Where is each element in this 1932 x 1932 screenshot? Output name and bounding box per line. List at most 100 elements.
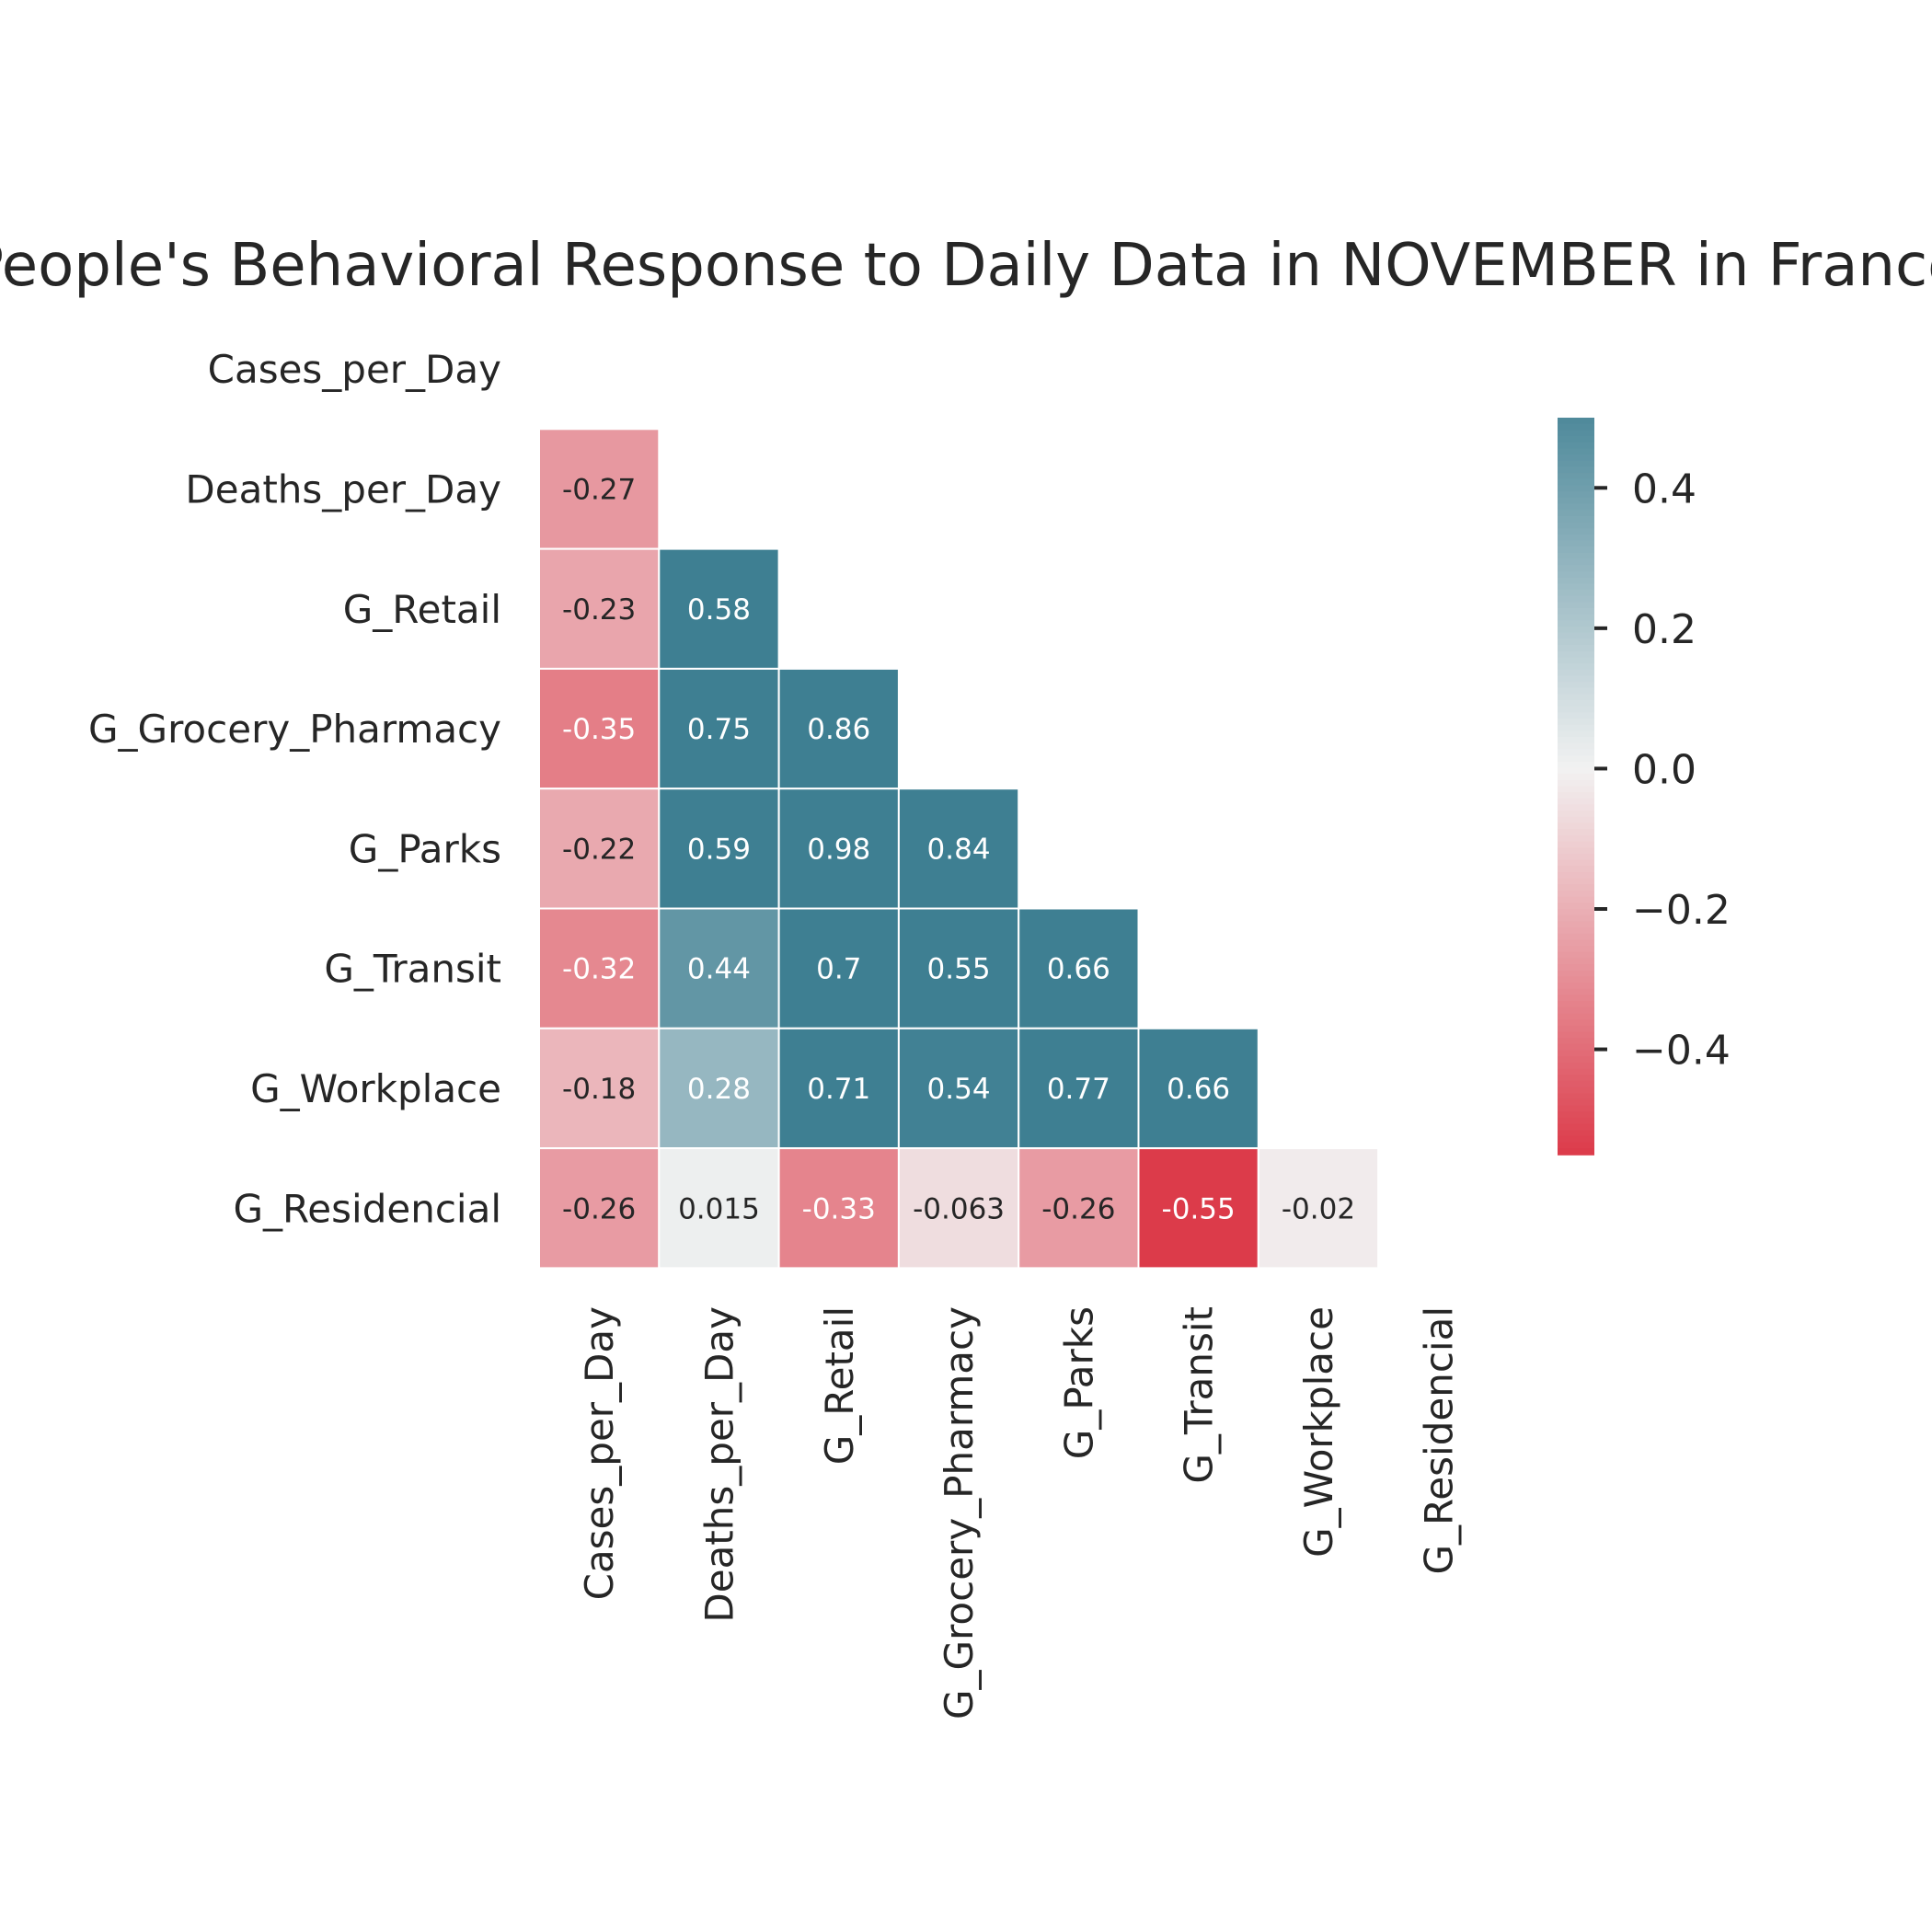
cell-value-label: -0.26 — [1041, 1192, 1115, 1225]
colorbar-gradient-segment — [1558, 724, 1594, 732]
colorbar-gradient-segment — [1558, 607, 1594, 615]
colorbar-gradient-segment — [1558, 565, 1594, 572]
colorbar-gradient-segment — [1558, 528, 1594, 535]
colorbar-gradient-segment — [1558, 964, 1594, 972]
heatmap-cell — [538, 428, 661, 550]
row-tick-labels: Cases_per_Day Deaths_per_Day G_Retail G_Gro… — [88, 347, 501, 1231]
chart-title: People's Behavioral Response to Daily Da… — [0, 232, 1932, 300]
colorbar: 0.4 0.2 0.0 −0.2 −0.4 — [1558, 418, 1731, 1156]
colorbar-gradient-segment — [1558, 719, 1594, 726]
row-tick-label: Deaths_per_Day — [185, 466, 501, 512]
row-tick-label: G_Retail — [343, 587, 501, 632]
column-tick-label: G_Retail — [817, 1306, 862, 1465]
colorbar-gradient-segment — [1558, 1006, 1594, 1015]
colorbar-gradient-segment — [1558, 583, 1594, 591]
colorbar-gradient-segment — [1558, 792, 1594, 799]
colorbar-gradient-segment — [1558, 522, 1594, 529]
colorbar-gradient-segment — [1558, 970, 1594, 978]
colorbar-gradient-segment — [1558, 909, 1594, 916]
colorbar-tick-label: 0.4 — [1632, 466, 1696, 512]
colorbar-gradient-segment — [1558, 903, 1594, 910]
colorbar-gradient-segment — [1558, 663, 1594, 671]
colorbar-gradient-segment — [1558, 546, 1594, 554]
cell-value-label: 0.71 — [807, 1073, 870, 1106]
heatmap-cell — [897, 907, 1020, 1029]
colorbar-gradient-segment — [1558, 1142, 1594, 1150]
colorbar-gradient-segment — [1558, 822, 1594, 831]
colorbar-gradient-segment — [1558, 933, 1594, 941]
colorbar-gradient-segment — [1558, 473, 1594, 480]
colorbar-gradient-segment — [1558, 1148, 1594, 1156]
colorbar-gradient-segment — [1558, 552, 1594, 560]
colorbar-gradient-segment — [1558, 939, 1594, 947]
column-tick-label: Deaths_per_Day — [696, 1306, 742, 1623]
colorbar-gradient-segment — [1558, 620, 1594, 627]
cell-value-label: 0.7 — [816, 953, 861, 986]
cell-value-label: 0.98 — [807, 833, 870, 866]
row-tick-label: G_Residencial — [233, 1186, 501, 1231]
colorbar-gradient-segment — [1558, 730, 1594, 738]
colorbar-gradient-segment — [1558, 761, 1594, 769]
heatmap-cell — [897, 1147, 1020, 1270]
colorbar-gradient-segment — [1558, 485, 1594, 492]
heatmap-cell — [658, 1027, 780, 1150]
colorbar-gradient-segment — [1558, 988, 1594, 996]
colorbar-gradient-segment — [1558, 737, 1594, 744]
heatmap-cell — [538, 1147, 661, 1270]
colorbar-gradient-segment — [1558, 1068, 1594, 1076]
colorbar-gradient-segment — [1558, 749, 1594, 756]
colorbar-gradient-segment — [1558, 577, 1594, 585]
colorbar-gradient-segment — [1558, 1019, 1594, 1027]
colorbar-gradient-segment — [1558, 540, 1594, 547]
colorbar-gradient-segment — [1558, 1123, 1594, 1132]
cell-value-label: -0.27 — [562, 473, 636, 506]
colorbar-gradient-segment — [1558, 1056, 1594, 1064]
colorbar-gradient-segment — [1558, 1130, 1594, 1137]
colorbar-gradient-segment — [1558, 602, 1594, 609]
colorbar-gradient-segment — [1558, 767, 1594, 775]
heatmap-cell — [1137, 1027, 1259, 1150]
row-tick-label: G_Parks — [349, 826, 501, 871]
colorbar-gradient-segment — [1558, 834, 1594, 843]
colorbar-gradient-segment — [1558, 1031, 1594, 1039]
cell-value-label: 0.77 — [1047, 1073, 1110, 1106]
colorbar-gradient-segment — [1558, 700, 1594, 707]
heatmap-cell — [897, 788, 1020, 910]
colorbar-gradient-segment — [1558, 626, 1594, 634]
cell-value-label: 0.55 — [927, 953, 991, 986]
colorbar-gradient-segment — [1558, 1013, 1594, 1020]
colorbar-gradient-segment — [1558, 638, 1594, 646]
colorbar-gradient-segment — [1558, 497, 1594, 505]
colorbar-gradient-segment — [1558, 1135, 1594, 1144]
colorbar-gradient-segment — [1558, 503, 1594, 511]
colorbar-gradient-segment — [1558, 418, 1594, 425]
colorbar-gradient-segment — [1558, 1105, 1594, 1113]
cell-value-label: -0.32 — [562, 953, 636, 986]
colorbar-gradient-segment — [1558, 779, 1594, 788]
cell-value-label: 0.75 — [687, 713, 751, 746]
colorbar-gradient-segment — [1558, 816, 1594, 824]
cell-value-label: 0.66 — [1047, 953, 1110, 986]
colorbar-gradient-segment — [1558, 1098, 1594, 1107]
colorbar-gradient-segment — [1558, 1080, 1594, 1088]
colorbar-gradient-segment — [1558, 1043, 1594, 1052]
colorbar-gradient-segment — [1558, 510, 1594, 517]
cell-value-label: 0.28 — [687, 1073, 751, 1106]
colorbar-gradient-segment — [1558, 436, 1594, 443]
heatmap-cell — [658, 1147, 780, 1270]
column-tick-labels: Cases_per_Day Deaths_per_Day G_Retail G_Gro… — [577, 1306, 1461, 1719]
colorbar-gradient-segment — [1558, 914, 1594, 923]
cell-value-label: -0.23 — [562, 593, 636, 627]
colorbar-tick-label: −0.2 — [1632, 887, 1731, 934]
colorbar-gradient-segment — [1558, 466, 1594, 474]
colorbar-gradient-segment — [1558, 1075, 1594, 1082]
colorbar-gradient-segment — [1558, 951, 1594, 960]
column-tick-label: Cases_per_Day — [577, 1306, 622, 1600]
colorbar-gradient-segment — [1558, 804, 1594, 811]
colorbar-gradient-segment — [1558, 1038, 1594, 1045]
cell-value-label: 0.44 — [687, 953, 751, 986]
heatmap-cell — [777, 667, 900, 790]
colorbar-gradient-segment — [1558, 866, 1594, 873]
heatmap-cell — [658, 907, 780, 1029]
